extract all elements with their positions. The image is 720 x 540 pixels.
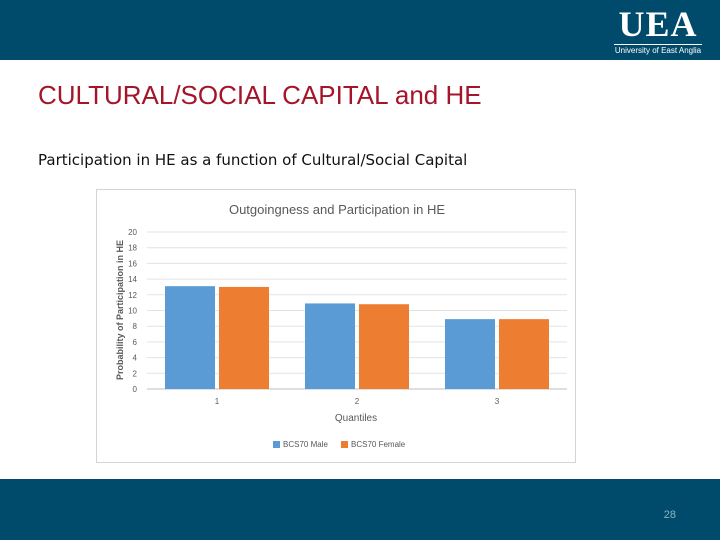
x-tick-label: 3 bbox=[495, 397, 500, 406]
x-tick-label: 1 bbox=[215, 397, 220, 406]
logo-text: University of East Anglia bbox=[614, 46, 702, 55]
y-tick-label: 4 bbox=[133, 354, 138, 363]
legend-swatch bbox=[273, 441, 280, 448]
header-bar: UEA University of East Anglia bbox=[0, 0, 720, 60]
y-tick-label: 2 bbox=[133, 369, 138, 378]
y-tick-label: 16 bbox=[128, 259, 137, 268]
bar-female-q2 bbox=[359, 304, 409, 389]
logo-divider bbox=[614, 44, 702, 45]
y-tick-label: 12 bbox=[128, 291, 137, 300]
y-tick-label: 14 bbox=[128, 275, 137, 284]
legend-label: BCS70 Female bbox=[351, 440, 406, 449]
y-tick-label: 0 bbox=[133, 385, 138, 394]
chart-frame: Outgoingness and Participation in HE Pro… bbox=[96, 189, 576, 463]
uea-logo: UEA University of East Anglia bbox=[610, 4, 706, 56]
y-tick-label: 20 bbox=[128, 228, 137, 237]
legend-label: BCS70 Male bbox=[283, 440, 328, 449]
y-tick-label: 18 bbox=[128, 244, 137, 253]
slide-title: CULTURAL/SOCIAL CAPITAL and HE bbox=[38, 80, 482, 110]
logo-mark: UEA bbox=[618, 4, 698, 44]
page-number: 28 bbox=[663, 509, 676, 521]
y-tick-label: 8 bbox=[133, 322, 138, 331]
y-tick-label: 6 bbox=[133, 338, 138, 347]
bar-male-q3 bbox=[445, 319, 495, 389]
bar-female-q3 bbox=[499, 319, 549, 389]
chart-title: Outgoingness and Participation in HE bbox=[229, 202, 445, 217]
bar-female-q1 bbox=[219, 286, 269, 389]
legend-swatch bbox=[341, 441, 348, 448]
y-tick-label: 10 bbox=[128, 307, 137, 316]
footer-bar: 28 bbox=[0, 479, 720, 540]
bar-male-q2 bbox=[305, 303, 355, 389]
bar-chart: Outgoingness and Participation in HE Pro… bbox=[115, 202, 567, 449]
x-tick-label: 2 bbox=[355, 397, 360, 406]
y-axis-label: Probability of Participation in HE bbox=[115, 240, 125, 380]
x-axis-label: Quantiles bbox=[335, 413, 377, 424]
slide-subtitle: Participation in HE as a function of Cul… bbox=[38, 151, 468, 169]
bar-male-q1 bbox=[165, 286, 215, 389]
